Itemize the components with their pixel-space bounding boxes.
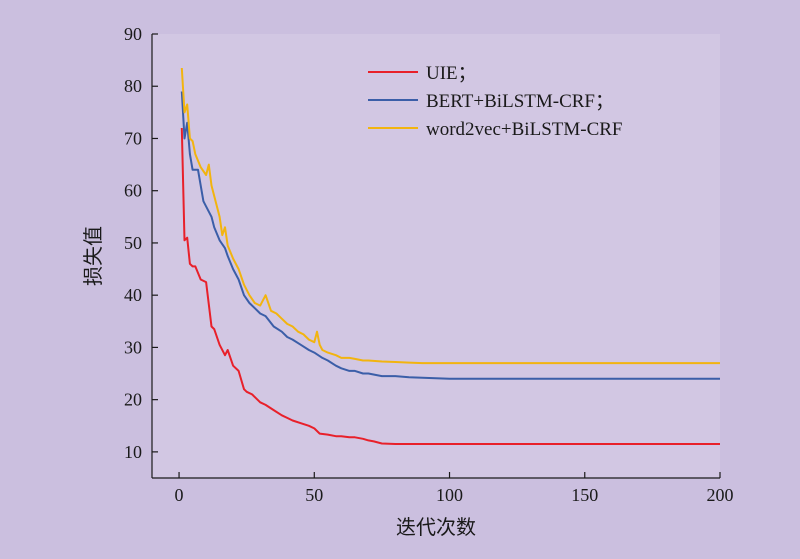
y-tick-label-7: 80 [124, 76, 142, 96]
legend-label-1: BERT+BiLSTM-CRF； [426, 91, 614, 112]
series-line-1 [180, 91, 720, 380]
y-tick-label-0: 10 [124, 442, 142, 462]
legend-label-2: word2vec+BiLSTM-CRF [426, 119, 623, 140]
y-tick-label-2: 30 [124, 337, 142, 357]
y-tick-label-3: 40 [124, 285, 142, 305]
y-tick-label-8: 90 [124, 24, 142, 44]
series-layer [180, 67, 720, 445]
legend-label-0: UIE； [426, 63, 477, 84]
axes-layer [151, 34, 720, 479]
y-tick-label-6: 70 [124, 128, 142, 148]
x-axis-title: 迭代次数 [396, 515, 476, 539]
ticks-layer: 10 20 30 40 50 60 70 80 90 0 50 100 150 200 [124, 24, 734, 505]
x-tick-label-0: 0 [175, 485, 184, 505]
x-tick-label-4: 200 [707, 485, 734, 505]
y-tick-label-4: 50 [124, 233, 142, 253]
legend: UIE； BERT+BiLSTM-CRF； word2vec+BiLSTM-CRF [368, 63, 623, 140]
series-line-0 [180, 127, 720, 445]
y-tick-label-5: 60 [124, 181, 142, 201]
y-axis-title: 损失值 [81, 226, 105, 286]
x-tick-label-2: 100 [436, 485, 463, 505]
series-line-2 [180, 67, 720, 365]
y-tick-label-1: 20 [124, 390, 142, 410]
x-tick-label-1: 50 [305, 485, 323, 505]
plot-area [152, 34, 720, 478]
x-tick-label-3: 150 [571, 485, 598, 505]
